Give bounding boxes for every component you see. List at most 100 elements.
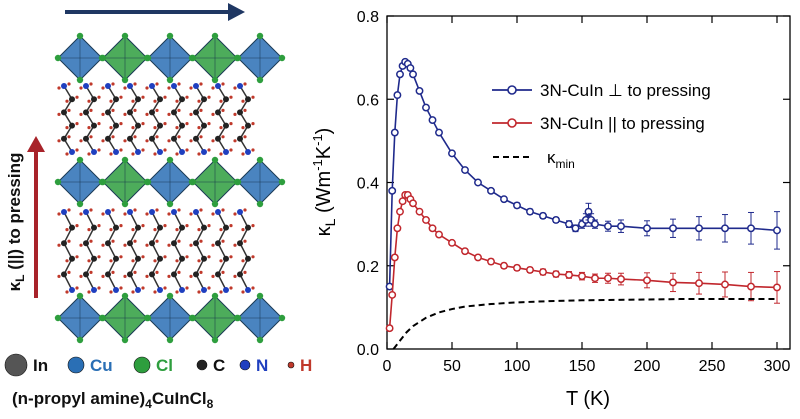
hydrogen-atom [233,86,237,90]
carbon-atom [179,287,185,293]
cl-atom [76,76,84,84]
hydrogen-atom [75,95,79,99]
data-point [474,253,482,262]
perpendicular-arrow-head [228,3,245,21]
hydrogen-atom [189,243,193,247]
carbon-atom [201,224,207,231]
hydrogen-atom [131,259,135,263]
carbon-atom [149,83,155,89]
alkyl-chain [85,85,95,153]
carbon-atom [157,224,163,231]
cl-atom [166,292,174,300]
hydrogen-atom [241,99,245,103]
carbon-atom [245,149,251,155]
hydrogen-atom [153,152,157,156]
y-label-kappa: κ [313,225,335,236]
hydrogen-atom [175,259,179,263]
x-tick-label: 150 [569,358,596,375]
legend-element-cl: Cl [156,356,173,375]
hydrogen-atom [65,99,69,103]
cl-atom [256,200,264,208]
carbon-atom [61,240,67,247]
data-point [565,270,573,279]
hydrogen-atom [145,112,149,116]
series-0 [385,57,781,291]
hydrogen-atom [199,82,203,86]
hydrogen-atom [229,148,233,152]
cl-atom [256,156,264,164]
carbon-atom [135,224,141,231]
hydrogen-atom [155,108,159,112]
hydrogen-atom [221,135,225,139]
data-point [435,128,443,137]
carbon-atom [223,122,229,129]
carbon-atom [91,96,97,103]
data-point [617,275,625,284]
hydrogen-atom [89,270,93,274]
hydrogen-atom [229,122,233,126]
data-point [396,207,404,216]
hydrogen-atom [87,228,91,232]
hydrogen-atom [145,139,149,143]
carbon-atom [215,83,221,89]
carbon-atom [237,209,243,215]
y-label-exp2: -1 [310,134,325,146]
hydrogen-atom [197,228,201,232]
carbon-atom [135,149,141,155]
hydrogen-atom [109,228,113,232]
hydrogen-atom [111,82,115,86]
data-point [435,230,443,239]
hydrogen-atom [163,122,167,126]
legend-min-sub: min [556,157,575,171]
alkyl-chain [239,211,249,291]
carbon-atom [91,149,97,155]
hydrogen-atom [167,274,171,278]
carbon-atom [201,96,207,103]
legend-label-1: 3N-CuIn || to pressing [540,114,705,133]
data-point [721,280,729,289]
data-point [539,211,547,220]
carbon-atom [105,135,111,142]
hydrogen-atom [175,126,179,130]
hydrogen-atom [57,212,61,216]
hydrogen-atom [221,239,225,243]
alkyl-chain [173,85,183,153]
series-line [388,194,778,329]
carbon-atom [171,209,177,215]
hydrogen-atom [87,99,91,103]
carbon-atom [157,149,163,155]
hydrogen-atom [119,122,123,126]
carbon-atom [149,135,155,142]
cl-atom [76,292,84,300]
carbon-atom [149,109,155,116]
carbon-atom [113,96,119,103]
hydrogen-atom [111,270,115,274]
hydrogen-atom [167,139,171,143]
y-tick-label: 0.6 [357,92,379,109]
cl-atom [278,54,286,62]
hydrogen-atom [57,274,61,278]
hydrogen-atom [131,126,135,130]
carbon-atom [127,240,133,247]
hydrogen-atom [119,255,123,259]
hydrogen-atom [79,212,83,216]
cl-atom [234,314,242,322]
hydrogen-atom [133,82,137,86]
hydrogen-atom [197,290,201,294]
legend-kappa: κ [547,148,556,167]
hydrogen-atom [131,228,135,232]
hydrogen-atom [75,148,79,152]
data-point [409,70,417,79]
hydrogen-atom [207,148,211,152]
data-point [578,272,586,281]
legend-atom-cl [133,356,151,374]
hydrogen-atom [67,239,71,243]
cl-atom [166,156,174,164]
compound-label-sub2: 8 [207,397,214,411]
carbon-atom [245,96,251,103]
cl-atom [121,32,129,40]
hydrogen-atom [251,148,255,152]
hydrogen-atom [65,290,69,294]
alkyl-chain [129,85,139,153]
data-point [461,166,469,174]
